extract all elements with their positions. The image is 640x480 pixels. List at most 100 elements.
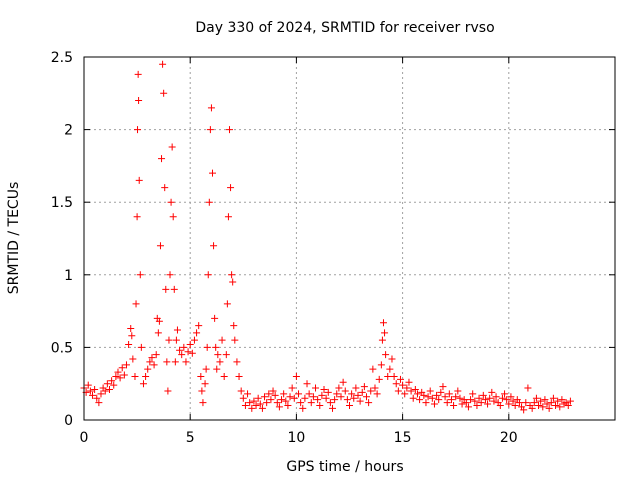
data-point [484, 400, 492, 408]
data-point [467, 396, 475, 404]
data-point [388, 355, 396, 363]
data-point [554, 397, 562, 405]
data-point [252, 401, 260, 409]
data-point [405, 378, 413, 386]
data-point [282, 397, 290, 405]
data-point [367, 387, 375, 395]
data-point [172, 336, 180, 344]
data-point [186, 340, 194, 348]
data-point [496, 401, 504, 409]
data-point [522, 399, 530, 407]
data-point [471, 397, 479, 405]
tick-labels: 0 5 10 15 20 0 0.5 1 1.5 2 2.5 [51, 50, 518, 446]
data-point [84, 381, 92, 389]
data-point [173, 326, 181, 334]
data-point [411, 386, 419, 394]
data-point [112, 372, 120, 380]
data-point [169, 213, 177, 221]
data-point [220, 372, 228, 380]
data-point [182, 358, 190, 366]
data-point [469, 390, 477, 398]
data-point [501, 390, 509, 398]
data-point [392, 380, 400, 388]
data-point [280, 390, 288, 398]
data-point [103, 380, 111, 388]
data-point [511, 401, 519, 409]
data-point [131, 372, 139, 380]
data-point [213, 365, 221, 373]
data-point [135, 97, 143, 105]
data-point [498, 394, 506, 402]
data-point [350, 394, 358, 402]
data-point [409, 394, 417, 402]
data-point [216, 358, 224, 366]
data-point [545, 404, 553, 412]
x-axis-label: GPS time / hours [286, 459, 403, 475]
gridlines [84, 57, 615, 420]
data-point [420, 391, 428, 399]
data-point [193, 329, 201, 337]
y-tick-label: 1.5 [51, 195, 73, 211]
data-point [144, 365, 152, 373]
data-point [114, 368, 122, 376]
data-point [437, 388, 445, 396]
data-point [354, 391, 362, 399]
data-point [207, 104, 215, 112]
data-point [479, 391, 487, 399]
data-point [524, 384, 532, 392]
data-point [386, 365, 394, 373]
y-tick-label: 2.5 [51, 50, 73, 66]
data-point [136, 271, 144, 279]
data-point [532, 394, 540, 402]
data-point [413, 390, 421, 398]
data-point [382, 351, 390, 359]
data-point [166, 271, 174, 279]
data-point [322, 394, 330, 402]
data-point [258, 404, 266, 412]
data-point [352, 384, 360, 392]
data-point [202, 365, 210, 373]
data-point [401, 390, 409, 398]
data-point [424, 393, 432, 401]
data-point [118, 364, 126, 372]
data-point [165, 336, 173, 344]
data-point [120, 371, 128, 379]
data-point [204, 271, 212, 279]
data-point [341, 387, 349, 395]
data-point [239, 394, 247, 402]
data-point [254, 394, 262, 402]
data-point [233, 358, 241, 366]
data-point [430, 400, 438, 408]
data-point [428, 394, 436, 402]
data-point [312, 384, 320, 392]
data-point [443, 399, 451, 407]
data-point [360, 383, 368, 391]
data-points [80, 60, 574, 414]
data-point [184, 348, 192, 356]
data-point [229, 278, 237, 286]
data-point [206, 126, 214, 134]
data-point [441, 393, 449, 401]
data-point [337, 393, 345, 401]
data-point [180, 343, 188, 351]
data-point [339, 378, 347, 386]
data-point [475, 394, 483, 402]
plot-frame [83, 56, 616, 421]
data-point [97, 390, 105, 398]
data-point [95, 399, 103, 407]
data-point [335, 384, 343, 392]
data-point [329, 404, 337, 412]
data-point [199, 399, 207, 407]
data-point [396, 375, 404, 383]
data-point [492, 393, 500, 401]
data-point [343, 396, 351, 404]
data-point [303, 380, 311, 388]
data-point [265, 390, 273, 398]
data-point [333, 390, 341, 398]
data-point [399, 381, 407, 389]
data-point [299, 404, 307, 412]
data-point [132, 300, 140, 308]
data-point [108, 377, 116, 385]
data-point [378, 336, 386, 344]
data-point [433, 391, 441, 399]
